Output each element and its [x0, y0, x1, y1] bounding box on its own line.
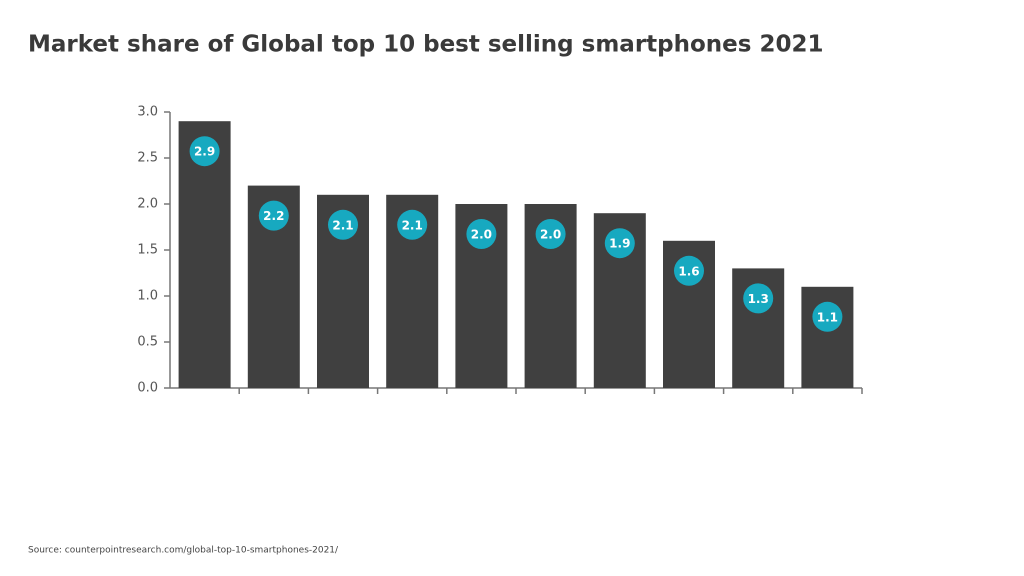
y-tick-label: 0.5	[137, 335, 158, 350]
value-label: 2.2	[263, 209, 284, 223]
value-label-badge	[466, 219, 497, 249]
value-label-badge	[328, 209, 358, 240]
value-label: 1.9	[609, 237, 630, 251]
value-label: 2.1	[332, 218, 353, 232]
source: Source: counterpointresearch.com/global-…	[28, 546, 339, 556]
value-label: 2.1	[402, 218, 423, 232]
value-label: 2.0	[540, 228, 561, 242]
value-label-badge	[189, 136, 220, 167]
y-tick-label: 3.0	[137, 105, 158, 120]
value-label: 1.6	[678, 264, 699, 278]
value-label-badge	[743, 283, 774, 314]
value-label-badge	[674, 255, 704, 286]
value-label: 1.3	[748, 292, 769, 306]
value-label-badge	[604, 228, 635, 259]
value-label: 2.9	[194, 145, 215, 159]
value-label-badge	[397, 209, 428, 240]
value-label-badge	[535, 219, 566, 249]
value-label-badge	[258, 200, 289, 231]
y-tick-label: 2.5	[137, 151, 158, 166]
value-label: 1.1	[817, 310, 838, 324]
y-tick-label: 2.0	[137, 197, 158, 212]
y-tick-label: 1.5	[137, 243, 158, 258]
y-tick-label: 1.0	[137, 289, 158, 304]
value-label-badge	[812, 301, 843, 332]
value-label: 2.0	[471, 228, 492, 242]
chart-title: Market share of Global top 10 best selli…	[28, 32, 823, 58]
y-tick-label: 0.0	[137, 381, 158, 396]
